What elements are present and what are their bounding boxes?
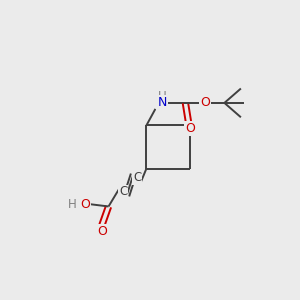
- Text: O: O: [80, 198, 90, 211]
- Text: C: C: [119, 185, 127, 199]
- Text: O: O: [185, 122, 195, 135]
- Text: H: H: [68, 198, 77, 211]
- Text: N: N: [157, 96, 167, 110]
- Text: H: H: [158, 90, 166, 103]
- Text: O: O: [200, 96, 210, 110]
- Text: C: C: [133, 172, 141, 184]
- Text: O: O: [97, 225, 107, 238]
